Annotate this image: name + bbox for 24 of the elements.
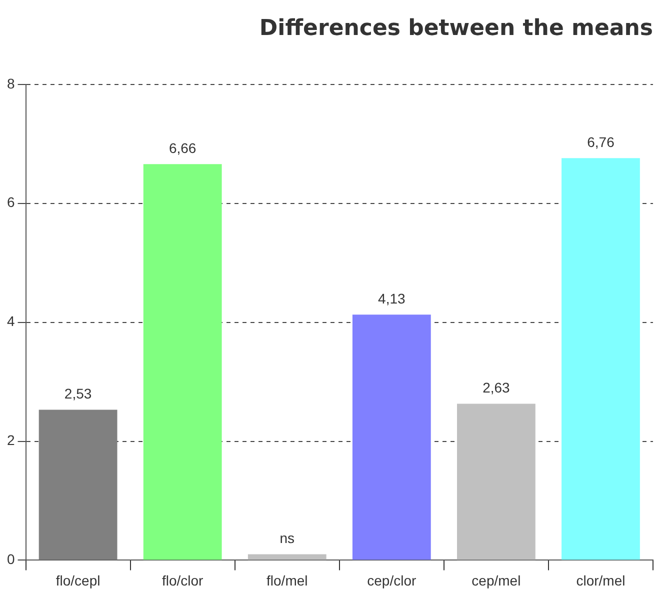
- x-tick-label: flo/clor: [162, 572, 204, 588]
- bar: [562, 158, 640, 560]
- x-tick-label: cep/mel: [472, 572, 521, 588]
- bar: [143, 164, 222, 560]
- data-label: 2,53: [64, 386, 92, 402]
- data-label: 4,13: [378, 290, 406, 306]
- bar: [456, 404, 536, 560]
- y-tick-label: 2: [6, 432, 15, 448]
- y-tick-label: 4: [6, 313, 15, 330]
- y-tick-label: 0: [6, 551, 15, 568]
- data-label: 6,76: [587, 134, 615, 150]
- y-tick-label: 6: [6, 194, 15, 210]
- data-label: 2,63: [482, 380, 510, 396]
- x-tick-label: cep/clor: [367, 572, 417, 588]
- bar: [38, 410, 118, 560]
- chart-title: Differences between the means: [259, 16, 653, 41]
- bar: [352, 314, 431, 560]
- x-tick-label: flo/cepl: [56, 572, 100, 588]
- x-tick-label: clor/mel: [576, 572, 626, 588]
- data-label: 6,66: [168, 140, 196, 156]
- bar: [248, 554, 326, 560]
- data-label: ns: [280, 530, 295, 546]
- x-tick-label: flo/mel: [266, 572, 308, 588]
- y-tick-label: 8: [6, 75, 15, 92]
